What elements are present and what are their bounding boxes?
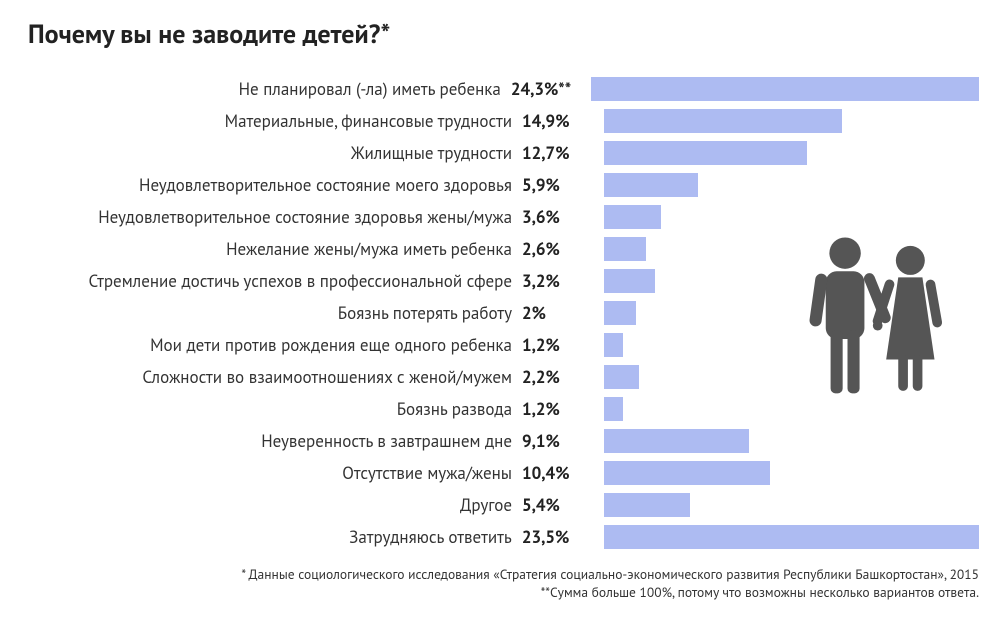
chart-row: Неудовлетворительное состояние здоровья … — [22, 201, 979, 233]
chart-row: Другое5,4% — [22, 489, 979, 521]
bar — [604, 461, 770, 485]
footnote-2: **Сумма больше 100%, потому что возможны… — [22, 583, 979, 601]
row-label: Сложности во взаимоотношениях с женой/му… — [22, 366, 522, 388]
footnotes: * Данные социологического исследования «… — [22, 565, 979, 601]
row-label: Нежелание жены/мужа иметь ребенка — [22, 238, 522, 260]
bar-cell — [602, 173, 979, 197]
row-value: 24,3%** — [511, 78, 589, 100]
chart-row: Не планировал (-ла) иметь ребенка24,3%** — [22, 73, 979, 105]
bar — [604, 493, 690, 517]
row-label: Стремление достичь успехов в профессиона… — [22, 270, 522, 292]
chart-area: Не планировал (-ла) иметь ребенка24,3%**… — [22, 73, 979, 553]
bar-cell — [602, 205, 979, 229]
row-value: 5,4% — [522, 494, 602, 516]
row-value: 23,5% — [522, 526, 602, 548]
row-label: Жилищные трудности — [22, 142, 522, 164]
row-value: 2% — [522, 302, 602, 324]
row-label: Отсутствие мужа/жены — [22, 462, 522, 484]
row-label: Боязнь развода — [22, 398, 522, 420]
footnote-1: * Данные социологического исследования «… — [22, 565, 979, 583]
row-label: Неудовлетворительное состояние моего здо… — [22, 174, 522, 196]
row-value: 3,6% — [522, 206, 602, 228]
chart-row: Отсутствие мужа/жены10,4% — [22, 457, 979, 489]
bar — [604, 301, 636, 325]
row-value: 10,4% — [522, 462, 602, 484]
bar-cell — [602, 493, 979, 517]
bar — [604, 525, 979, 549]
bar — [604, 237, 646, 261]
row-value: 14,9% — [522, 110, 602, 132]
bar — [604, 173, 698, 197]
bar — [604, 109, 842, 133]
chart-title: Почему вы не заводите детей?* — [28, 18, 979, 51]
row-label: Затрудняюсь ответить — [22, 526, 522, 548]
chart-row: Неудовлетворительное состояние моего здо… — [22, 169, 979, 201]
couple-icon — [804, 233, 949, 433]
row-value: 3,2% — [522, 270, 602, 292]
row-label: Материальные, финансовые трудности — [22, 110, 522, 132]
row-value: 9,1% — [522, 430, 602, 452]
bar-cell — [602, 141, 979, 165]
bar — [591, 77, 979, 101]
row-value: 2,6% — [522, 238, 602, 260]
bar-cell — [602, 525, 979, 549]
row-label: Неуверенность в завтрашнем дне — [22, 430, 522, 452]
row-value: 5,9% — [522, 174, 602, 196]
row-label: Боязнь потерять работу — [22, 302, 522, 324]
chart-row: Материальные, финансовые трудности14,9% — [22, 105, 979, 137]
row-value: 2,2% — [522, 366, 602, 388]
chart-row: Затрудняюсь ответить23,5% — [22, 521, 979, 553]
bar — [604, 429, 749, 453]
bar — [604, 269, 655, 293]
bar — [604, 365, 639, 389]
bar — [604, 397, 623, 421]
row-label: Другое — [22, 494, 522, 516]
row-value: 1,2% — [522, 334, 602, 356]
bar-cell — [589, 77, 979, 101]
row-label: Неудовлетворительное состояние здоровья … — [22, 206, 522, 228]
row-label: Мои дети против рождения еще одного ребе… — [22, 334, 522, 356]
row-value: 1,2% — [522, 398, 602, 420]
bar-cell — [602, 461, 979, 485]
row-value: 12,7% — [522, 142, 602, 164]
bar — [604, 205, 661, 229]
bar — [604, 333, 623, 357]
bar — [604, 141, 807, 165]
chart-row: Жилищные трудности12,7% — [22, 137, 979, 169]
row-label: Не планировал (-ла) иметь ребенка — [22, 78, 511, 100]
bar-cell — [602, 109, 979, 133]
